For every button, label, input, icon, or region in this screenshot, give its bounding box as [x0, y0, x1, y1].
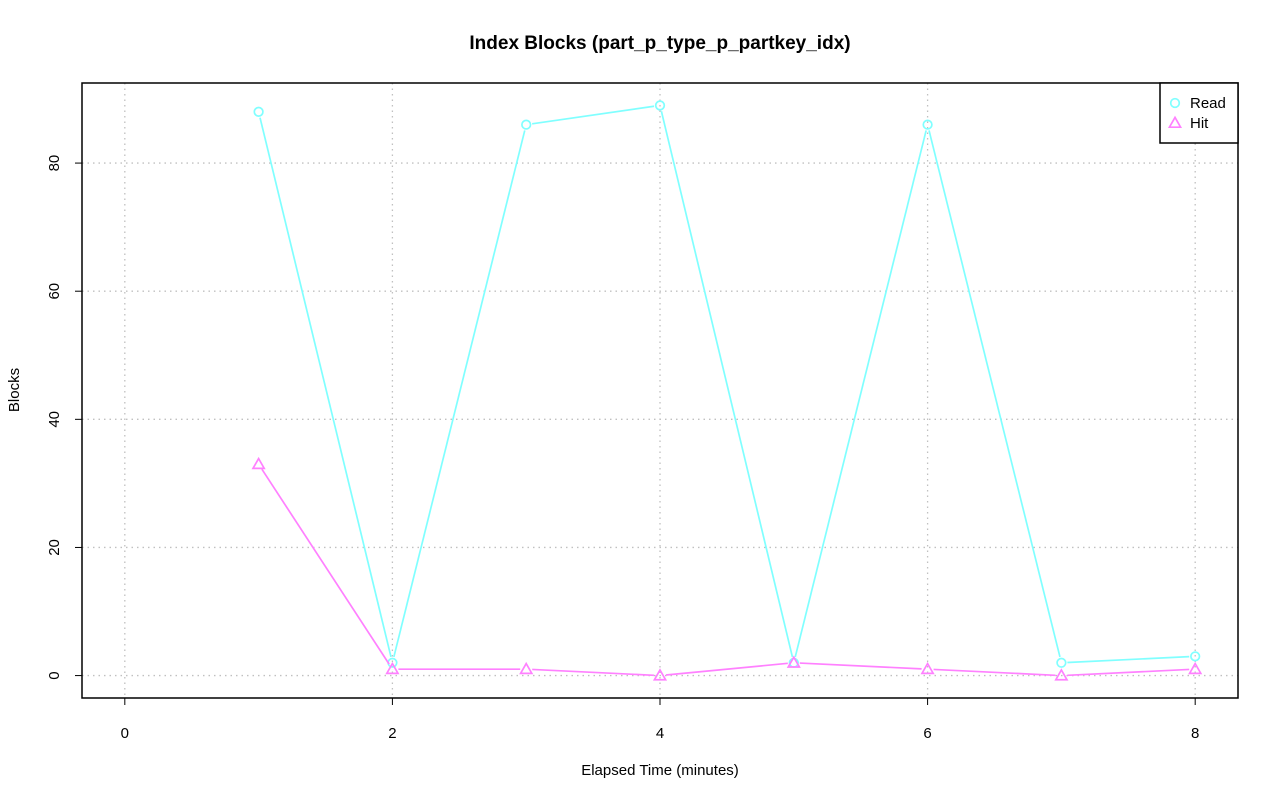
x-axis-label: Elapsed Time (minutes)	[581, 762, 739, 779]
y-tick-label: 80	[46, 155, 63, 172]
legend-marker-hit	[1167, 115, 1183, 129]
data-point-read	[1056, 657, 1067, 668]
data-point-hit	[920, 661, 935, 675]
series-hit	[251, 456, 1203, 681]
data-point-hit	[519, 661, 534, 675]
series-line-segment	[665, 662, 788, 676]
y-tick-label: 0	[46, 671, 63, 679]
data-point-hit	[652, 668, 668, 681]
series-line-segment	[933, 668, 1056, 677]
data-point-hit	[1188, 661, 1203, 675]
series-line-segment	[393, 130, 526, 658]
data-point-read	[1190, 651, 1201, 662]
data-point-read	[922, 119, 933, 130]
data-point-hit	[385, 661, 400, 675]
x-tick-label: 6	[923, 725, 931, 742]
series-layer	[251, 100, 1203, 681]
data-point-read	[654, 100, 666, 111]
x-tick-label: 2	[388, 725, 396, 742]
legend-label-read: Read	[1190, 95, 1226, 112]
series-line-segment	[259, 117, 392, 658]
y-tick-label: 40	[46, 411, 63, 428]
data-point-hit	[251, 456, 266, 470]
x-tick-label: 0	[121, 725, 129, 742]
series-line-segment	[799, 662, 922, 670]
y-axis-label: Blocks	[6, 368, 23, 412]
legend-box	[1159, 82, 1239, 144]
series-line-segment	[1067, 668, 1190, 677]
series-line-segment	[794, 130, 927, 658]
series-line-segment	[928, 130, 1061, 658]
data-point-read	[521, 119, 532, 130]
chart-title: Index Blocks (part_p_type_p_partkey_idx)	[469, 33, 850, 54]
x-tick-label: 8	[1191, 725, 1199, 742]
data-point-hit	[786, 655, 801, 668]
data-point-read	[253, 106, 264, 117]
legend-label-hit: Hit	[1190, 115, 1209, 132]
series-line-segment	[660, 111, 794, 658]
x-tick-label: 4	[656, 725, 664, 742]
legend: Read Hit	[1159, 82, 1239, 144]
series-line-segment	[532, 105, 655, 125]
y-tick-label: 60	[46, 283, 63, 300]
grid	[82, 83, 1238, 698]
series-line-segment	[1067, 655, 1190, 664]
series-read	[253, 100, 1201, 668]
legend-marker-read	[1169, 97, 1181, 109]
series-line-segment	[261, 468, 390, 665]
series-line-segment	[532, 668, 655, 677]
y-tick-label: 20	[46, 539, 63, 556]
data-point-hit	[1054, 668, 1069, 681]
